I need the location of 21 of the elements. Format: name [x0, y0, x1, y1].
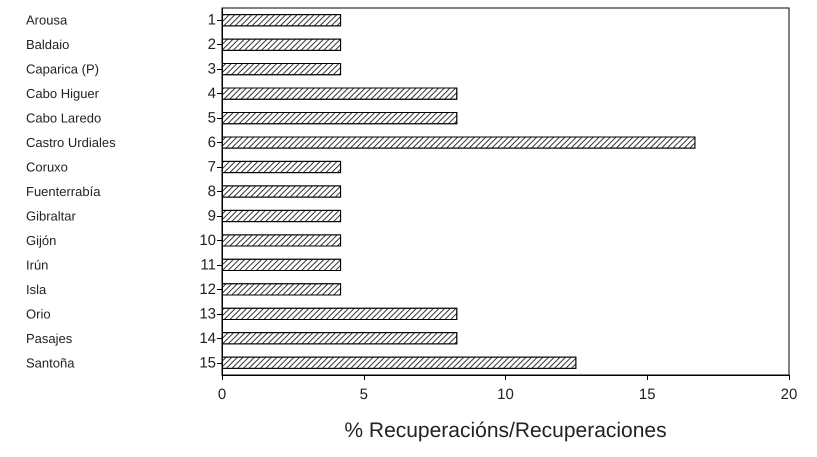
category-label: Gijón 10	[26, 232, 216, 249]
x-axis-title: % Recuperacións/Recuperaciones	[344, 419, 667, 442]
category-label: Cabo Higuer 4	[26, 85, 216, 102]
category-label: Pasajes 14	[26, 330, 216, 347]
category-label: Baldaio 2	[26, 36, 216, 54]
category-label: Santoña 15	[26, 354, 216, 372]
category-label: Orio 13	[26, 305, 216, 322]
category-label: Castro Urdiales 6	[26, 134, 216, 152]
x-tick-label: 15	[638, 386, 656, 403]
category-label: Cabo Laredo 5	[26, 110, 216, 127]
x-tick-label: 0	[218, 386, 226, 403]
x-tick-label: 5	[360, 386, 368, 403]
category-label: Gibraltar 9	[26, 207, 216, 224]
x-tick-label: 20	[780, 386, 798, 403]
category-label: Caparica (P) 3	[26, 60, 216, 78]
x-tick-label: 10	[497, 386, 514, 403]
category-label: Coruxo 7	[26, 158, 216, 176]
category-label: Isla 12	[26, 280, 216, 298]
category-label: Irún 11	[26, 256, 216, 274]
category-label: Arousa 1	[26, 12, 216, 29]
category-label: Fuenterrabía 8	[26, 183, 216, 200]
